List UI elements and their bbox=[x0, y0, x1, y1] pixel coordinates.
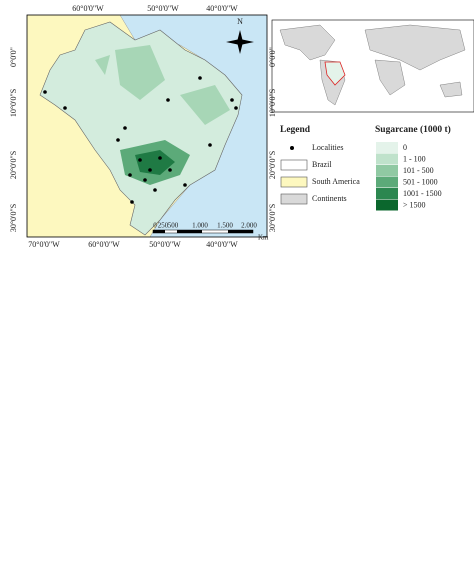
class-swatch bbox=[376, 176, 398, 188]
scale-label: 1.000 bbox=[192, 222, 208, 230]
legend-item: Localities bbox=[312, 143, 344, 152]
bottom-coord-label: 60°0'0"W bbox=[88, 240, 120, 249]
class-label: > 1500 bbox=[403, 200, 426, 209]
scale-label: 500 bbox=[168, 222, 179, 230]
scale-unit: Km bbox=[258, 234, 269, 242]
bottom-coord-label: 40°0'0"W bbox=[206, 240, 238, 249]
top-coord-label: 60°0'0"W bbox=[72, 4, 104, 13]
right-coord-label: 20°0'0"S bbox=[268, 151, 277, 179]
top-coord-label: 50°0'0"W bbox=[147, 4, 179, 13]
continents-symbol bbox=[280, 193, 308, 205]
legend-item: South America bbox=[312, 177, 360, 186]
right-coord-label: 30°0'0"S bbox=[268, 204, 277, 232]
north-label: N bbox=[237, 17, 243, 26]
class-label: 501 - 1000 bbox=[403, 177, 438, 186]
scale-bar bbox=[152, 229, 254, 234]
class-label: 1 - 100 bbox=[403, 154, 426, 163]
right-coord-label: 10°0'0"S bbox=[268, 89, 277, 117]
localities bbox=[43, 76, 238, 204]
world-inset bbox=[271, 19, 474, 113]
legend-item: Brazil bbox=[312, 160, 332, 169]
scale-label: 250 bbox=[158, 222, 169, 230]
scale-label: 0 bbox=[153, 222, 157, 230]
class-label: 1001 - 1500 bbox=[403, 189, 442, 198]
region-dark bbox=[135, 150, 175, 175]
brazil-symbol bbox=[280, 159, 308, 171]
legend-title: Legend bbox=[280, 125, 311, 135]
left-coord-label: 0°0'0" bbox=[9, 47, 18, 67]
top-coord-label: 40°0'0"W bbox=[206, 4, 238, 13]
class-swatch bbox=[376, 142, 398, 153]
left-coord-label: 20°0'0"S bbox=[9, 151, 18, 179]
sugarcane-title: Sugarcane (1000 t) bbox=[375, 124, 451, 135]
localities-symbol bbox=[290, 146, 294, 150]
class-label: 0 bbox=[403, 143, 407, 152]
class-swatch bbox=[376, 199, 398, 211]
class-swatch bbox=[376, 153, 398, 165]
main-map bbox=[27, 15, 267, 237]
class-swatch bbox=[376, 188, 398, 199]
north-arrow bbox=[226, 30, 254, 54]
class-swatch bbox=[376, 165, 398, 176]
bottom-coord-label: 50°0'0"W bbox=[149, 240, 181, 249]
bottom-coord-label: 70°0'0"W bbox=[28, 240, 60, 249]
south-america-symbol bbox=[280, 176, 308, 188]
brazil bbox=[39, 21, 243, 236]
scale-label: 2.000 bbox=[241, 222, 257, 230]
right-coord-label: 0°0'0" bbox=[268, 47, 277, 67]
left-coord-label: 10°0'0"S bbox=[9, 89, 18, 117]
region-light bbox=[95, 45, 230, 125]
left-coord-label: 30°0'0"S bbox=[9, 204, 18, 232]
legend-item: Continents bbox=[312, 194, 347, 203]
scale-label: 1.500 bbox=[217, 222, 233, 230]
class-label: 101 - 500 bbox=[403, 166, 434, 175]
map-frame bbox=[26, 14, 268, 238]
